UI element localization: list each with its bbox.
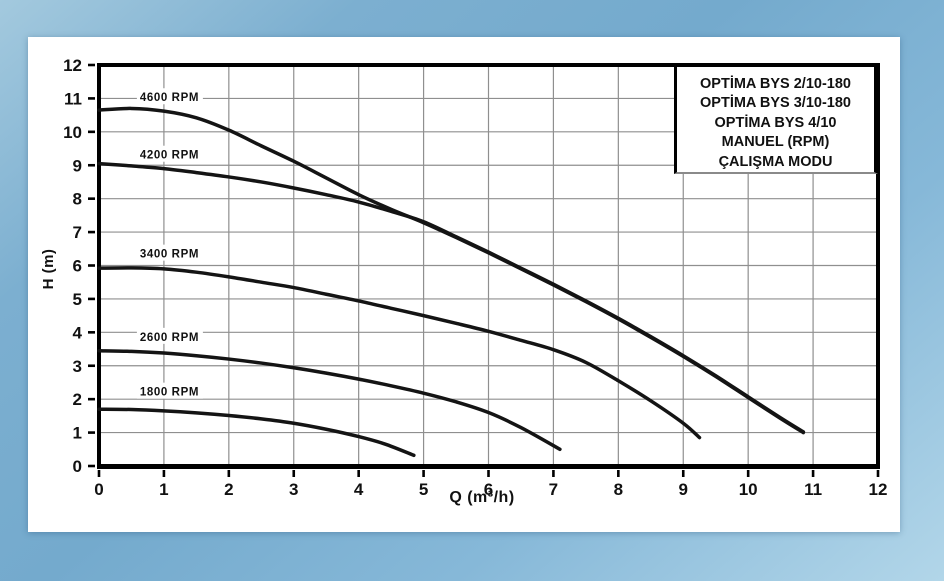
curve-3400-rpm <box>97 266 702 440</box>
y-tick-label: 10 <box>63 123 82 142</box>
curve-1800-rpm <box>97 407 416 458</box>
x-tick-label: 8 <box>614 480 623 499</box>
y-tick-label: 0 <box>73 457 82 476</box>
y-tick-label: 1 <box>73 424 82 443</box>
legend-line-mode-title: ÇALIŞMA MODU <box>718 153 833 170</box>
curve-label-2600-rpm: 2600 RPM <box>140 332 199 344</box>
x-tick-label: 11 <box>804 480 822 499</box>
chart-panel: 0 1 2 3 4 5 6 7 8 9 10 11 12 0 1 2 3 4 5 6 7 8 9 10 11 12 4600 RPM… <box>28 37 900 532</box>
y-tick-label: 12 <box>63 56 82 75</box>
legend-line-mode-manual: MANUEL (RPM) <box>721 134 830 151</box>
x-tick-label: 6 <box>484 480 493 499</box>
y-tick-label: 7 <box>73 223 82 242</box>
curve-label-4600-rpm: 4600 RPM <box>140 92 199 104</box>
curve-label-bg <box>136 327 203 344</box>
curve-label-4200-rpm: 4200 RPM <box>140 150 199 162</box>
curve-label-bg <box>136 244 203 261</box>
y-tick-label: 8 <box>73 190 82 209</box>
curve-4200-rpm <box>97 161 806 434</box>
y-axis-title: H (m) <box>40 248 57 290</box>
y-tick-label: 2 <box>73 390 82 409</box>
x-tick-label: 1 <box>159 480 168 499</box>
curve-label-bg <box>136 88 203 105</box>
x-tick-label: 9 <box>679 480 688 499</box>
x-tick-label: 12 <box>869 480 888 499</box>
y-tick-label: 11 <box>64 89 82 108</box>
x-axis-title: Q (m³/h) <box>449 489 515 506</box>
y-tick-label: 6 <box>73 257 82 276</box>
x-tick-label: 5 <box>419 480 428 499</box>
curve-2600-rpm <box>97 348 562 452</box>
x-tick-label: 10 <box>739 480 758 499</box>
legend-line-model-3: OPTİMA BYS 4/10 <box>714 114 837 131</box>
x-tick-label: 3 <box>289 480 298 499</box>
y-tick-label: 5 <box>73 290 82 309</box>
x-tick-label: 4 <box>354 480 364 499</box>
y-tick-label: 3 <box>73 357 82 376</box>
curve-label-3400-rpm: 3400 RPM <box>140 249 199 261</box>
x-tick-label: 2 <box>224 480 233 499</box>
y-tick-label: 9 <box>73 156 82 175</box>
legend-box: OPTİMA BYS 2/10-180 OPTİMA BYS 3/10-180 … <box>674 63 878 174</box>
legend-line-model-1: OPTİMA BYS 2/10-180 <box>700 76 851 92</box>
curve-label-1800-rpm: 1800 RPM <box>140 387 199 399</box>
curve-label-bg <box>136 145 203 162</box>
y-tick-label: 4 <box>73 323 83 342</box>
legend-line-model-2: OPTİMA BYS 3/10-180 <box>700 95 851 112</box>
curve-label-bg <box>136 382 203 399</box>
x-tick-label: 0 <box>94 480 103 499</box>
x-tick-label: 7 <box>549 480 558 499</box>
